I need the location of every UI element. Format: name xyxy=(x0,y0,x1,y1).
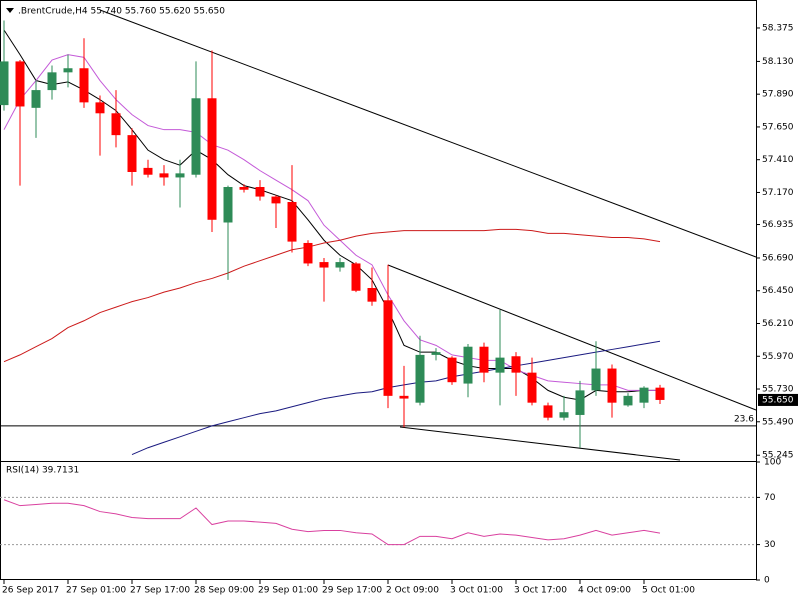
candle-body xyxy=(15,61,25,107)
candle-body xyxy=(415,354,425,403)
y-tick-label: 0 xyxy=(764,576,770,586)
y-tick-label: 55.730 xyxy=(762,385,794,395)
candle-body xyxy=(271,196,281,204)
candle-body xyxy=(559,412,569,418)
y-tick-label: 30 xyxy=(764,540,776,550)
candle-body xyxy=(159,173,169,178)
last-price-label: 55.650 xyxy=(762,395,794,405)
candle-body xyxy=(319,262,329,268)
candle-body xyxy=(511,356,521,373)
candle-body xyxy=(351,263,361,291)
candle-body xyxy=(655,387,665,400)
main-plot xyxy=(0,20,756,455)
candle-body xyxy=(63,68,73,73)
y-tick-label: 55.245 xyxy=(762,451,794,461)
candle-body xyxy=(207,98,217,220)
candle-body xyxy=(575,390,585,415)
y-tick-label: 57.890 xyxy=(762,90,794,100)
candle-body xyxy=(303,242,313,264)
x-tick-label: 3 Oct 01:00 xyxy=(450,586,503,596)
y-tick-label: 56.935 xyxy=(762,220,794,230)
plot-frame xyxy=(0,0,757,580)
last-price-box xyxy=(758,393,798,406)
x-tick-label: 5 Oct 01:00 xyxy=(642,586,695,596)
x-tick-label: 2 Oct 09:00 xyxy=(386,586,439,596)
candle-body xyxy=(447,357,457,383)
trendline xyxy=(387,264,757,411)
menu-arrow xyxy=(6,8,14,13)
candle-body xyxy=(335,262,345,268)
candle-body xyxy=(239,187,249,190)
y-tick-label: 58.130 xyxy=(762,57,794,67)
y-tick-label: 57.170 xyxy=(762,188,794,198)
y-tick-label: 57.410 xyxy=(762,155,794,165)
candle-body xyxy=(383,300,393,396)
candle-body xyxy=(95,102,105,114)
candle-body xyxy=(0,61,9,106)
x-tick-label: 3 Oct 17:00 xyxy=(514,586,567,596)
y-tick-label: 100 xyxy=(764,458,781,468)
x-tick-label: 26 Sep 2017 xyxy=(2,586,59,596)
y-tick-label: 56.210 xyxy=(762,319,794,329)
candle-body xyxy=(191,98,201,175)
moving-average xyxy=(131,340,661,455)
level-label: 23.6 xyxy=(734,414,754,424)
trendlines xyxy=(99,9,757,461)
y-tick-label: 56.450 xyxy=(762,286,794,296)
candle-body xyxy=(479,346,489,373)
y-tick-label: 70 xyxy=(764,493,776,503)
y-tick-label: 55.490 xyxy=(762,417,794,427)
candle-body xyxy=(607,368,617,403)
trendline xyxy=(399,426,681,461)
candle-body xyxy=(431,352,441,355)
candle-body xyxy=(111,113,121,136)
x-tick-label: 28 Sep 09:00 xyxy=(194,586,254,596)
y-tick-label: 55.970 xyxy=(762,352,794,362)
candle-body xyxy=(175,173,185,178)
candle-body xyxy=(127,135,137,172)
trendline xyxy=(99,9,757,258)
x-tick-label: 29 Sep 01:00 xyxy=(258,586,318,596)
x-tick-label: 27 Sep 01:00 xyxy=(66,586,126,596)
candle-body xyxy=(47,72,57,91)
candle-body xyxy=(79,68,89,103)
candle-body xyxy=(223,187,233,223)
candle-body xyxy=(463,346,473,384)
candle-body xyxy=(527,372,537,403)
candle-body xyxy=(543,405,553,418)
y-tick-label: 57.650 xyxy=(762,122,794,132)
rsi-line xyxy=(3,499,661,546)
candle-body xyxy=(591,368,601,391)
candle-body xyxy=(623,395,633,406)
moving-average xyxy=(3,228,661,363)
x-tick-label: 29 Sep 17:00 xyxy=(322,586,382,596)
candle-body xyxy=(367,288,377,302)
moving-average xyxy=(3,29,660,401)
candle-body xyxy=(495,357,505,373)
y-tick-label: 56.690 xyxy=(762,253,794,263)
candle-body xyxy=(31,90,41,108)
chart-title: .BrentCrude,H4 55.740 55.760 55.620 55.6… xyxy=(18,7,225,17)
x-tick-label: 4 Oct 09:00 xyxy=(578,586,631,596)
candle-body xyxy=(143,167,153,175)
candle-body xyxy=(399,395,409,399)
x-tick-label: 27 Sep 17:00 xyxy=(130,586,190,596)
candle-body xyxy=(287,202,297,242)
rsi-title: RSI(14) 39.7131 xyxy=(6,466,79,476)
candle-body xyxy=(639,387,649,403)
moving-average xyxy=(3,54,660,391)
y-tick-label: 58.375 xyxy=(762,23,794,33)
candle-body xyxy=(255,187,265,197)
